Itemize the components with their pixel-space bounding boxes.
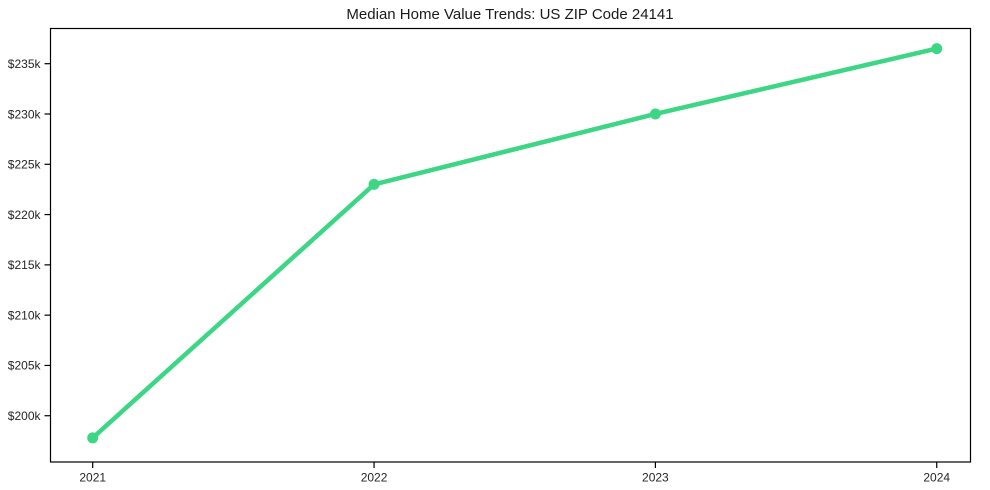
plot-border [49,27,972,463]
data-point-2021 [87,432,99,444]
data-point-2024 [931,43,943,55]
x-tick-label: 2024 [923,471,950,485]
y-tick-label: $210k [8,308,42,322]
chart-title: Median Home Value Trends: US ZIP Code 24… [346,6,674,23]
data-point-2022 [368,178,380,190]
x-tick-label: 2023 [642,471,669,485]
y-tick-label: $230k [8,107,42,121]
y-tick-label: $215k [8,258,42,272]
y-tick-label: $200k [8,409,42,423]
trend-line [90,46,939,441]
x-tick-label: 2022 [361,471,388,485]
x-tick-label: 2021 [79,471,106,485]
y-tick-label: $220k [8,208,42,222]
data-point-2023 [649,108,661,120]
y-tick-label: $205k [8,359,42,373]
y-tick-label: $235k [8,57,42,71]
y-tick-label: $225k [8,158,42,172]
